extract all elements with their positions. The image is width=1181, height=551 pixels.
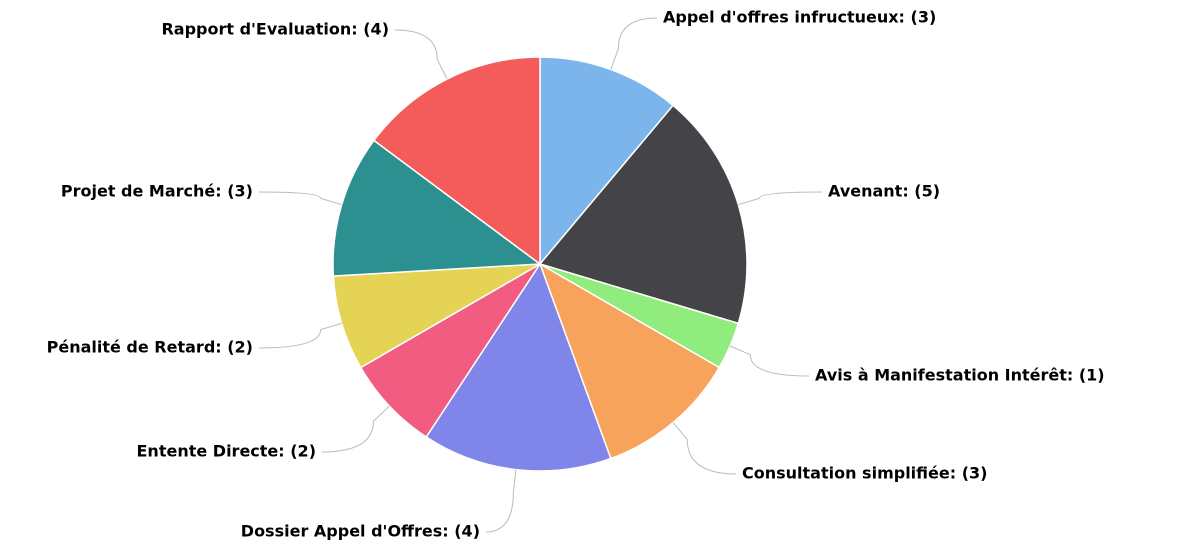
connector bbox=[729, 345, 810, 377]
data-label: Appel d'offres infructueux: (3) bbox=[663, 8, 936, 27]
pie-slice bbox=[539, 56, 675, 267]
data-label: Rapport d'Evaluation: (4) bbox=[161, 20, 389, 39]
data-label: Avis à Manifestation Intérêt: (1) bbox=[815, 366, 1105, 385]
pie-slice bbox=[538, 104, 748, 325]
pie-slice bbox=[372, 56, 541, 266]
connector bbox=[738, 191, 823, 206]
connector bbox=[610, 17, 658, 70]
pie-slice bbox=[332, 263, 541, 369]
pie-slice bbox=[538, 262, 721, 460]
pie-slice bbox=[332, 139, 543, 277]
connector bbox=[485, 469, 517, 533]
connector bbox=[321, 405, 390, 453]
data-label: Pénalité de Retard: (2) bbox=[47, 338, 253, 357]
connector bbox=[394, 29, 448, 80]
connector bbox=[258, 191, 342, 206]
data-label: Avenant: (5) bbox=[828, 182, 940, 201]
connector bbox=[672, 422, 737, 475]
data-label: Dossier Appel d'Offres: (4) bbox=[241, 522, 480, 541]
data-label: Consultation simplifiée: (3) bbox=[742, 464, 987, 483]
connector bbox=[258, 322, 342, 349]
data-label: Entente Directe: (2) bbox=[137, 442, 317, 461]
pie-slice bbox=[425, 262, 612, 472]
data-label: Projet de Marché: (3) bbox=[61, 182, 253, 201]
pie-slice bbox=[359, 263, 541, 438]
